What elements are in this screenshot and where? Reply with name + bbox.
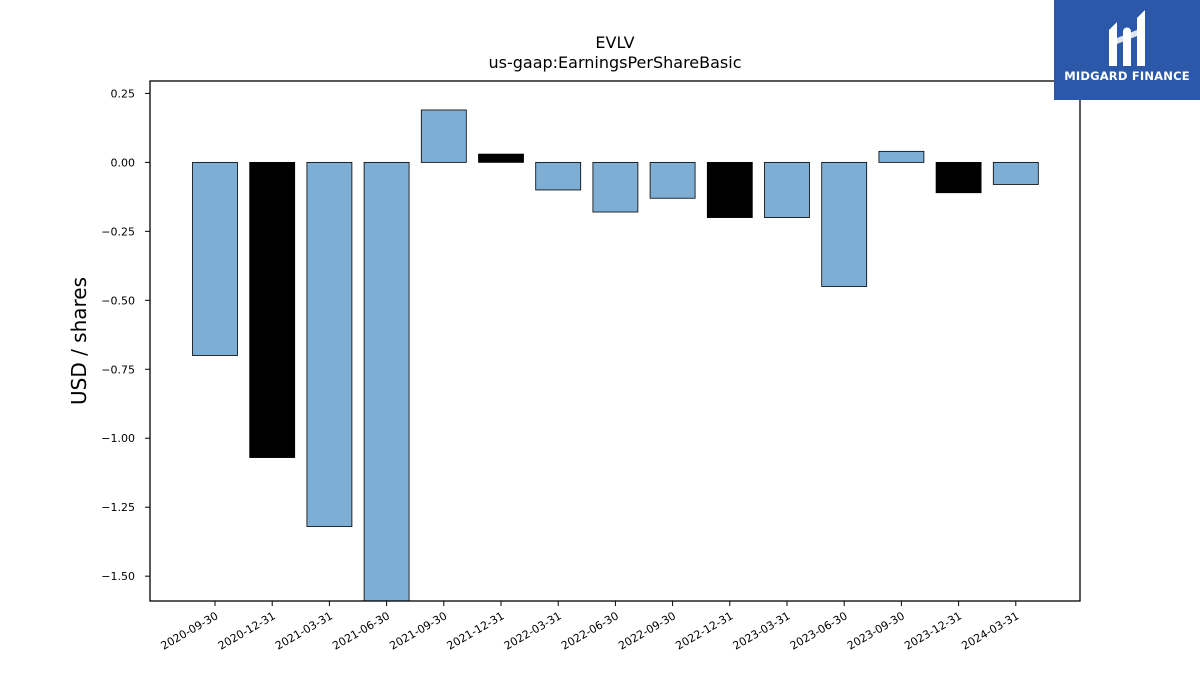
- bar-2020-12-31: [249, 161, 296, 458]
- x-tick-label: 2023-03-31: [731, 609, 793, 652]
- bar-2023-03-31: [764, 161, 810, 218]
- bar-2022-09-30: [649, 161, 696, 199]
- bar-2023-06-30: [821, 161, 868, 287]
- x-tick-label: 2023-12-31: [902, 609, 964, 652]
- x-tick-label: 2022-03-31: [502, 609, 564, 652]
- y-tick-label: −0.25: [101, 225, 135, 238]
- bar-2021-03-31: [306, 161, 353, 527]
- x-tick-label: 2024-03-31: [959, 609, 1021, 652]
- x-tick-label: 2021-09-30: [387, 609, 449, 652]
- x-tick-label: 2020-09-30: [159, 609, 221, 652]
- bar-2022-06-30: [592, 161, 639, 213]
- midgard-logo-mark-icon: [1109, 10, 1145, 66]
- x-tick-label: 2020-12-31: [216, 609, 278, 652]
- bar-2021-06-30: [363, 161, 410, 602]
- bars-group: [192, 109, 1039, 602]
- x-tick-label: 2021-03-31: [273, 609, 335, 652]
- y-tick-label: 0.25: [111, 87, 136, 100]
- y-tick-label: 0.00: [111, 156, 136, 169]
- x-tick-label: 2023-09-30: [845, 609, 907, 652]
- y-axis-label: USD / shares: [67, 277, 91, 405]
- y-tick-label: −1.25: [101, 501, 135, 514]
- bar-2024-03-31: [992, 161, 1039, 185]
- chart-title: EVLV: [595, 33, 634, 52]
- chart-subtitle: us-gaap:EarningsPerShareBasic: [488, 53, 741, 72]
- bar-2023-12-31: [935, 161, 982, 194]
- y-tick-label: −1.00: [101, 432, 135, 445]
- x-tick-label: 2022-09-30: [616, 609, 678, 652]
- x-tick-label: 2023-06-30: [788, 609, 850, 652]
- y-tick-label: −1.50: [101, 570, 135, 583]
- x-tick-label: 2021-06-30: [330, 609, 392, 652]
- bar-2020-09-30: [192, 161, 238, 356]
- y-tick-label: −0.75: [101, 363, 135, 376]
- bar-2022-12-31: [706, 161, 753, 218]
- plot-frame: [149, 80, 1081, 602]
- x-tick-label: 2022-06-30: [559, 609, 621, 652]
- x-axis: 2020-09-302020-12-312021-03-312021-06-30…: [159, 601, 1021, 653]
- logo-text: MIDGARD FINANCE: [1064, 69, 1190, 83]
- bar-2022-03-31: [535, 161, 582, 191]
- y-axis: 0.25 0.00 −0.25 −0.50 −0.75 −1.00 −1.25 −1.50: [101, 87, 150, 583]
- y-tick-label: −0.50: [101, 294, 135, 307]
- bar-2021-09-30: [420, 109, 467, 163]
- midgard-finance-logo: MIDGARD FINANCE: [1054, 0, 1200, 100]
- x-tick-label: 2021-12-31: [445, 609, 507, 652]
- x-tick-label: 2022-12-31: [673, 609, 735, 652]
- bar-2023-09-30: [878, 150, 925, 163]
- bar-2021-12-31: [478, 153, 524, 163]
